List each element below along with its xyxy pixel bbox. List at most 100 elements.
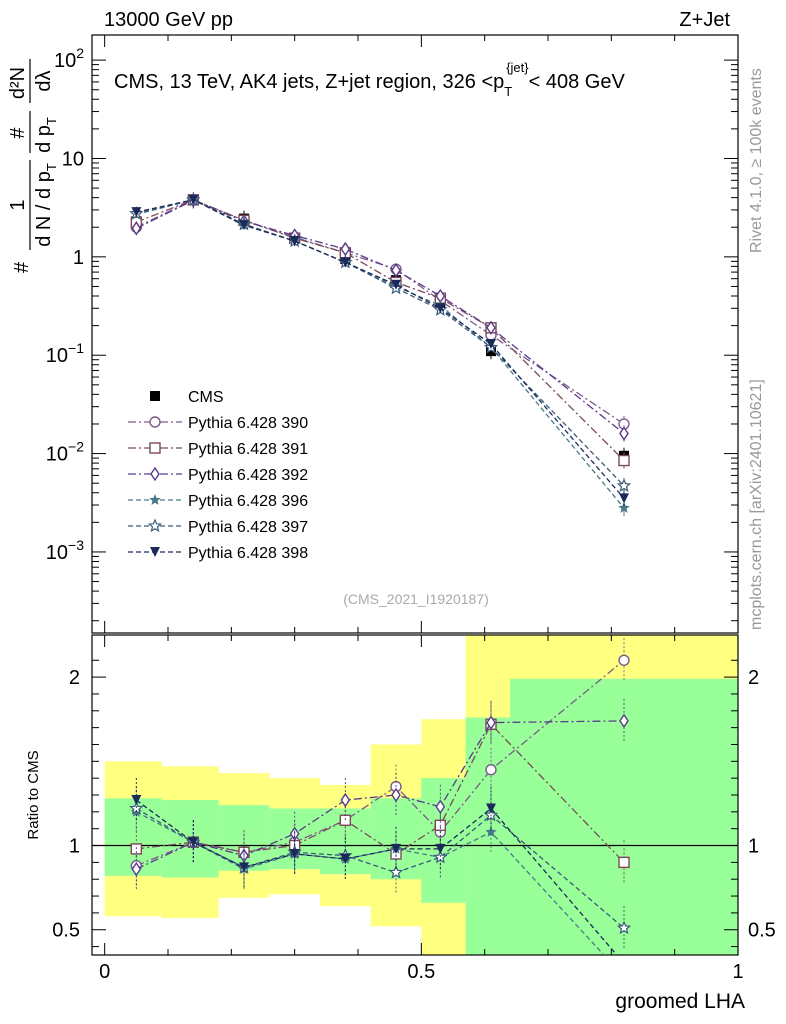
y-axis-label-ratio: Ratio to CMS [25,750,42,839]
y-tick-label: 10 [62,148,84,170]
legend-label: Pythia 6.428 396 [188,493,308,510]
y-tick-label: 102 [54,45,84,72]
legend-marker [150,547,160,557]
data-point [486,346,496,357]
rivet-label: Rivet 4.1.0, ≥ 100k events [748,68,765,253]
title-sup: {jet} [506,60,529,75]
ratio-tick-label-right: 2 [748,667,759,689]
ratio-point [618,856,630,869]
data-point [619,426,629,441]
ylabel-den: d N / d pT [33,163,59,247]
ratio-point [391,787,401,803]
legend-item: Pythia 6.428 392 [128,466,308,484]
ratio-tick-label: 1 [69,836,80,858]
ratio-point [339,814,352,826]
data-point [486,320,496,336]
legend-label: CMS [188,389,224,406]
ratio-point [618,654,630,666]
ratio-tick-label-right: 0.5 [748,920,776,942]
y-tick-exp: −3 [68,537,84,553]
legend-item: Pythia 6.428 390 [128,415,308,432]
series-line [136,199,625,435]
y-axis-label-main: # 1 d N / d pT # d pT d²N dλ [7,59,59,273]
legend-label: Pythia 6.428 398 [188,545,308,562]
header-left: 13000 GeV pp [104,9,233,31]
title-main: CMS, 13 TeV, AK4 jets, Z+jet region, 326… [114,71,504,93]
ylabel-mid-den: d pT [33,117,59,153]
legend-marker [147,518,163,533]
ylabel-right-den: dλ [33,70,55,91]
ratio-line [136,723,625,863]
ylabel-right-num: d²N [7,67,29,99]
legend-marker [149,442,161,454]
data-point [618,454,630,467]
y-tick-label: 10−3 [46,537,84,564]
y-tick-label: 1 [73,247,84,269]
legend-item: Pythia 6.428 397 [128,518,308,536]
y-tick-base: 10 [62,148,84,170]
data-point [188,194,199,205]
ratio-point [391,843,401,854]
ylabel-num: 1 [7,199,29,210]
legend-marker [150,391,160,401]
y-tick-base: 10 [46,542,68,564]
header-right: Z+Jet [679,9,730,31]
y-tick-label: 10−1 [46,340,84,367]
ratio-point [131,795,142,806]
legend-label: Pythia 6.428 390 [188,415,308,432]
legend-item: Pythia 6.428 396 [128,493,308,510]
data-point [340,257,351,268]
ratio-point [340,854,351,864]
y-tick-base: 1 [73,247,84,269]
ratio-point [435,843,446,854]
ratio-point [616,920,632,935]
legend-marker [149,494,161,505]
legend-item: CMS [150,389,224,406]
ratio-point [340,792,351,808]
ratio-point [131,861,142,877]
legend: CMS Pythia 6.428 390 Pythia 6.428 391 Pythi… [128,389,308,562]
ratio-point [289,848,300,859]
data-point [616,478,632,492]
ratio-tick-label: 0.5 [52,920,80,942]
ratio-pythia-6-428-398 [131,778,618,955]
title-sub: T [504,84,512,99]
ratio-point [239,862,249,873]
data-point [391,263,401,278]
legend-label: Pythia 6.428 397 [188,519,308,536]
legend-label: Pythia 6.428 392 [188,467,308,484]
legend-marker [149,416,161,428]
ylabel-den-text: d N / d p [33,171,55,247]
uncertainty-bands [104,635,738,955]
analysis-id: (CMS_2021_I1920187) [343,591,489,607]
series-line [136,199,625,509]
ylabel-prefix: # [11,261,33,273]
x-axis-label: groomed LHA [615,990,745,1013]
chart-title: CMS, 13 TeV, AK4 jets, Z+jet region, 326… [114,60,625,99]
y-tick-exp: 2 [76,45,84,61]
data-point [619,493,629,504]
series-pythia-6-428-398 [131,194,629,507]
y-tick-label: 10−2 [46,439,84,466]
y-tick-exp: −2 [68,439,84,455]
ylabel-mid-den-text: d p [33,125,55,153]
y-tick-base: 10 [46,444,68,466]
ratio-point [619,713,629,729]
data-point [239,220,249,231]
x-tick-label: 0 [99,961,110,983]
ylabel-den-sub: T [44,163,59,171]
ratio-point [188,837,199,848]
ratio-tick-label-right: 1 [748,836,759,858]
ratio-tick-label: 2 [69,667,80,689]
data-point [391,279,401,290]
series-line [136,199,625,499]
ylabel-mid-den-sub: T [44,117,59,125]
ratio-series [129,638,632,955]
ratio-line [135,799,618,955]
ratio-point [388,864,404,879]
x-tick-label: 0.5 [407,961,435,983]
title-tail: < 408 GeV [529,71,626,93]
x-tick-label: 1 [732,961,743,983]
